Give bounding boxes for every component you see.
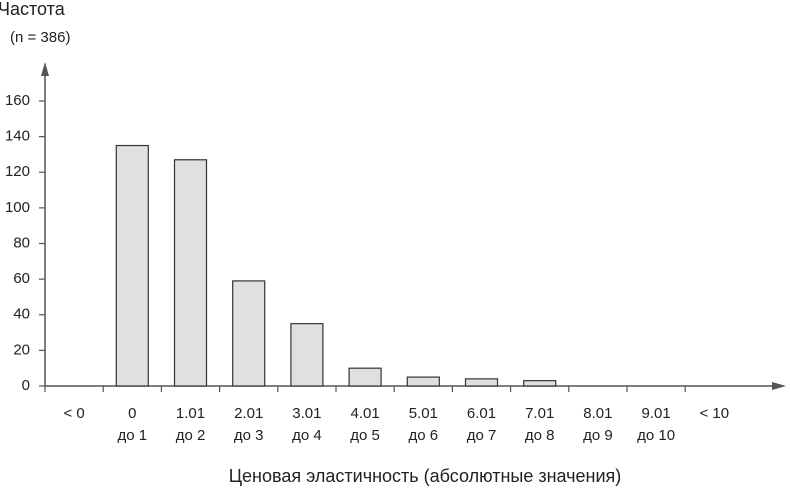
y-tick-label: 60: [13, 270, 30, 287]
y-tick-label: 0: [22, 377, 30, 394]
x-tick-label: 6.01: [467, 405, 496, 422]
x-tick-label: до 10: [637, 427, 675, 444]
x-tick-label: до 8: [525, 427, 555, 444]
bar: [232, 280, 266, 387]
x-tick-label: до 4: [292, 427, 322, 444]
chart-subtitle: (n = 386): [10, 29, 70, 46]
x-tick-label: 4.01: [350, 405, 379, 422]
x-tick-label: до 1: [117, 427, 147, 444]
x-axis-title: Ценовая эластичность (абсолютные значени…: [229, 466, 622, 486]
bar: [348, 367, 382, 387]
y-axis-arrow: [41, 62, 49, 76]
bar: [406, 376, 440, 387]
bar: [523, 380, 557, 387]
chart-title: Частота: [0, 0, 66, 19]
bar: [173, 159, 208, 387]
y-tick-label: 140: [5, 128, 30, 145]
x-tick-label: 5.01: [409, 405, 438, 422]
y-tick-label: 160: [5, 92, 30, 109]
x-tick-label: 1.01: [176, 405, 205, 422]
x-tick-label: до 7: [467, 427, 497, 444]
y-tick-label: 40: [13, 306, 30, 323]
y-tick-label: 120: [5, 163, 30, 180]
x-tick-label: до 9: [583, 427, 613, 444]
x-tick-label: до 3: [234, 427, 264, 444]
bar: [115, 144, 149, 387]
x-tick-label: < 10: [699, 405, 729, 422]
x-tick-label: до 5: [350, 427, 380, 444]
bar: [290, 323, 324, 387]
x-tick-label: до 2: [176, 427, 206, 444]
x-tick-label: 9.01: [641, 405, 670, 422]
y-tick-label: 100: [5, 199, 30, 216]
y-tick-label: 20: [13, 341, 30, 358]
x-tick-label: 3.01: [292, 405, 321, 422]
x-tick-label: 0: [128, 405, 136, 422]
x-tick-label: 8.01: [583, 405, 612, 422]
bar: [464, 378, 499, 387]
x-tick-label: 2.01: [234, 405, 263, 422]
x-axis-arrow: [772, 382, 786, 390]
y-tick-label: 80: [13, 234, 30, 251]
x-tick-label: < 0: [63, 405, 84, 422]
x-tick-label: 7.01: [525, 405, 554, 422]
x-tick-label: до 6: [408, 427, 438, 444]
